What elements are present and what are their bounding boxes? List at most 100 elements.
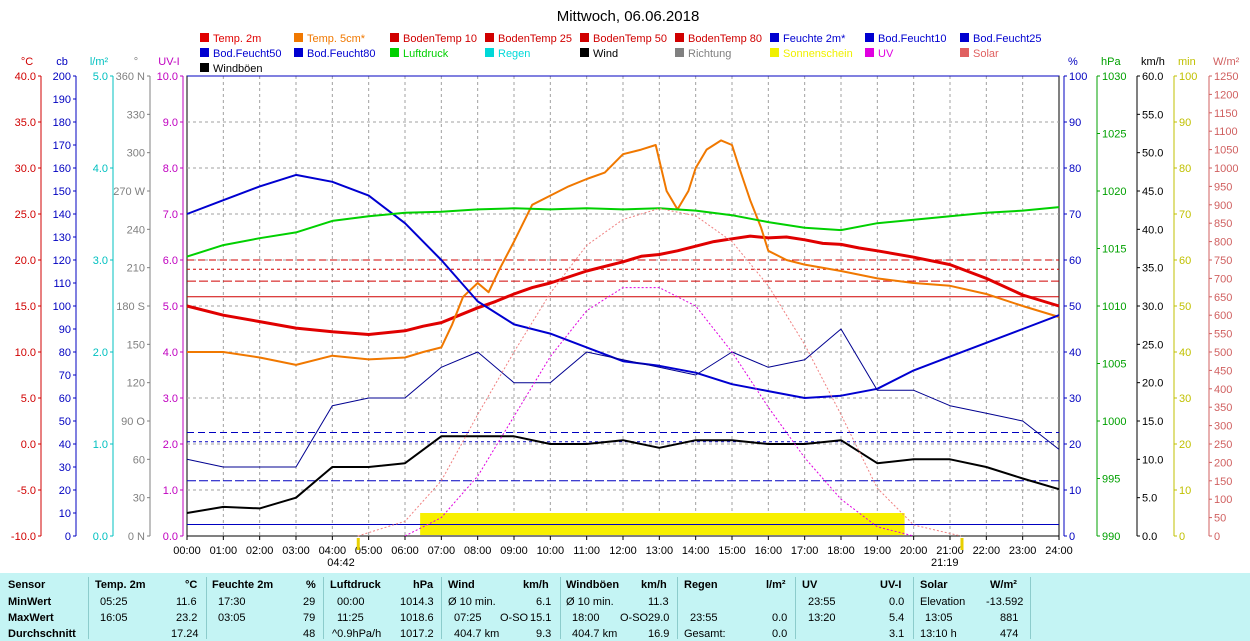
axis-tick-label: 160 xyxy=(53,163,71,175)
legend-swatch xyxy=(294,33,303,42)
x-tick-label: 12:00 xyxy=(609,545,637,557)
divider xyxy=(88,577,89,639)
axis-tick-label: 300 xyxy=(127,148,145,160)
x-tick-label: 16:00 xyxy=(755,545,783,557)
axis-tick-label: 90 xyxy=(59,324,71,336)
axis-tick-label: 90 xyxy=(1179,117,1191,129)
wind-max-val: 15.1 xyxy=(530,612,552,624)
axis-tick-label: 70 xyxy=(1179,209,1191,221)
axis-tick-label: 35.0 xyxy=(15,117,36,129)
axis-unit-label: % xyxy=(1068,56,1078,68)
row-label-min: MinWert xyxy=(8,596,52,608)
axis-tick-label: 200 xyxy=(53,71,71,83)
series-line xyxy=(187,139,1060,366)
axis-tick-label: 6.0 xyxy=(163,255,178,267)
legend-label: Temp. 5cm* xyxy=(307,33,366,45)
rain-max-time: 23:55 xyxy=(690,612,718,624)
temp-min-val: 11.6 xyxy=(176,596,197,608)
hum-max-time: 03:05 xyxy=(218,612,246,624)
axis-tick-label: 15.0 xyxy=(1142,416,1163,428)
rain-avg-val: 0.0 xyxy=(772,628,788,640)
series-line xyxy=(357,208,962,537)
axis-tick-label: 1005 xyxy=(1102,359,1126,371)
uv-avg-val: 3.1 xyxy=(889,628,905,640)
legend-label: Sonnenschein xyxy=(783,48,853,60)
legend-swatch xyxy=(770,48,779,57)
axis-tick-label: 60 xyxy=(59,393,71,405)
axis-tick-label: 90 O xyxy=(121,416,145,428)
axis-tick-label: 200 xyxy=(1214,457,1232,469)
axis-tick-label: 90 xyxy=(1069,117,1081,129)
axis-tick-label: 20 xyxy=(1069,439,1081,451)
press-avg-time: ^0.9hPa/h xyxy=(332,628,382,640)
temp-avg-val: 17.24 xyxy=(171,628,199,640)
axis-tick-label: 5.0 xyxy=(1142,493,1157,505)
axis-tick-label: 270 W xyxy=(113,186,145,198)
axis-tick-label: 100 xyxy=(53,301,71,313)
press-min-val: 1014.3 xyxy=(400,596,434,608)
legend-label: Regen xyxy=(498,48,530,60)
x-tick-label: 02:00 xyxy=(246,545,274,557)
axis-tick-label: -5.0 xyxy=(17,485,36,497)
series xyxy=(186,139,1060,537)
hum-min-val: 29 xyxy=(303,596,316,608)
axis-tick-label: 1050 xyxy=(1214,145,1238,157)
axis-tick-label: 10.0 xyxy=(1142,454,1163,466)
legend-label: Temp. 2m xyxy=(213,33,261,45)
axis-tick-label: 0 xyxy=(1214,531,1220,543)
legend-swatch xyxy=(960,48,969,57)
axis-tick-label: 110 xyxy=(53,278,71,290)
x-tick-label: 05:00 xyxy=(355,545,383,557)
axis-tick-label: 50 xyxy=(1214,513,1226,525)
hum-max-val: 79 xyxy=(303,612,316,624)
gust-max-time: 18:00 xyxy=(572,612,600,624)
axis-tick-label: 550 xyxy=(1214,329,1232,341)
axis-tick-label: 60 xyxy=(133,454,145,466)
axis-tick-label: 350 xyxy=(1214,402,1232,414)
axis-tick-label: 850 xyxy=(1214,218,1232,230)
x-tick-label: 17:00 xyxy=(791,545,819,557)
sunrise-label: 04:42 xyxy=(327,557,355,569)
axis-tick-label: 150 xyxy=(127,339,145,351)
axis-tick-label: 3.0 xyxy=(93,255,108,267)
uv-max-val: 5.4 xyxy=(889,612,905,624)
axis-tick-label: 20.0 xyxy=(15,255,36,267)
axis-tick-label: 80 xyxy=(1179,163,1191,175)
axis-tick-label: 1000 xyxy=(1102,416,1126,428)
weather-chart: Mittwoch, 06.06.2018 Temp. 2m Temp. 5cm* B… xyxy=(10,8,1240,569)
axis-tick-label: 100 xyxy=(1069,71,1087,83)
axis-unit-label: min xyxy=(1178,56,1196,68)
axis-tick-label: 60 xyxy=(1179,255,1191,267)
legend-swatch xyxy=(485,33,494,42)
axis-tick-label: 250 xyxy=(1214,439,1232,451)
axis-tick-label: 2.0 xyxy=(163,439,178,451)
row-label-max: MaxWert xyxy=(8,612,54,624)
axis-tick-label: 0.0 xyxy=(1142,531,1157,543)
axis-tick-label: 10 xyxy=(59,508,71,520)
sunrise-marker xyxy=(356,538,360,550)
x-axis: 00:00 01:00 02:00 03:00 04:00 05:00 06:00 07:00… xyxy=(173,536,1073,569)
gust-min-time: Ø 10 min. xyxy=(566,596,614,608)
axis-tick-label: 30 xyxy=(133,493,145,505)
legend-swatch xyxy=(294,48,303,57)
solar-unit: W/m² xyxy=(990,579,1017,591)
axis-tick-label: 1.0 xyxy=(93,439,108,451)
stats-table: Sensor MinWert MaxWert Durchschnitt Temp… xyxy=(0,573,1250,641)
axis-tick-label: 240 xyxy=(127,224,145,236)
axis-tick-label: 8.0 xyxy=(163,163,178,175)
press-avg-val: 1017.2 xyxy=(400,628,434,640)
axis-tick-label: 1020 xyxy=(1102,186,1126,198)
x-tick-label: 04:00 xyxy=(319,545,347,557)
rain-max-val: 0.0 xyxy=(772,612,788,624)
legend-swatch xyxy=(390,48,399,57)
divider xyxy=(560,577,561,639)
axis-tick-label: 40.0 xyxy=(15,71,36,83)
axis-tick-label: 9.0 xyxy=(163,117,178,129)
rain-avg-time: Gesamt: xyxy=(684,628,726,640)
wind-title: Wind xyxy=(448,579,475,591)
gust-avg-val: 16.9 xyxy=(648,628,670,640)
legend-label: BodenTemp 50 xyxy=(593,33,667,45)
axis-tick-label: 700 xyxy=(1214,273,1232,285)
gust-avg-time: 404.7 km xyxy=(572,628,618,640)
divider xyxy=(1030,577,1031,639)
